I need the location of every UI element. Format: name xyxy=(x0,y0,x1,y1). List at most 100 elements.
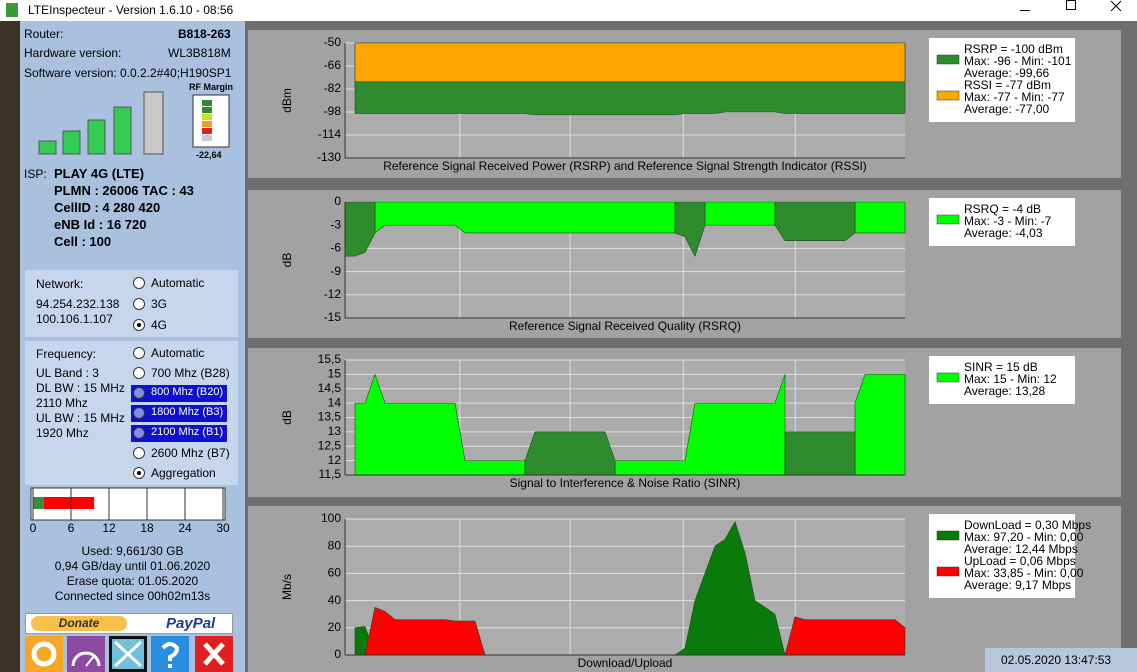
option-label[interactable]: Automatic xyxy=(151,276,205,290)
usage-line: 0,94 GB/day until 01.06.2020 xyxy=(54,559,211,573)
radio-button[interactable] xyxy=(133,427,145,439)
legend-stat: Max: -96 - Min: -101 xyxy=(964,54,1072,68)
series-area xyxy=(374,201,676,234)
option-highlight xyxy=(131,425,227,442)
legend-name: RSSI = -77 dBm xyxy=(964,78,1051,92)
radio-dot xyxy=(137,471,141,475)
y-axis-label: dB xyxy=(280,410,294,425)
legend-swatch xyxy=(936,54,960,65)
charts-area: -50 -66 -82 -98 -114 -130 Reference Signal Rec… xyxy=(248,30,1121,672)
help-button[interactable] xyxy=(151,636,189,672)
y-tick-label: 80 xyxy=(328,538,342,552)
desktop xyxy=(0,21,20,672)
y-tick-label: 11,5 xyxy=(319,467,342,481)
y-tick-label: 100 xyxy=(321,511,341,525)
option-label[interactable]: 800 Mhz (B20) xyxy=(151,386,224,398)
legend-stat: Average: 13,28 xyxy=(964,384,1046,398)
frequency-label: Frequency: xyxy=(36,347,97,361)
usage-line: Connected since 00h02m13s xyxy=(54,589,211,603)
usage-tick-label: 24 xyxy=(178,521,192,535)
router-value: B818-263 xyxy=(178,27,231,41)
option-label[interactable]: 3G xyxy=(151,297,168,311)
chart-title: Reference Signal Received Power (RSRP) a… xyxy=(383,159,867,173)
option-label[interactable]: 4G xyxy=(151,318,168,332)
network-label: Network: xyxy=(36,277,84,291)
close-app-button[interactable] xyxy=(195,636,233,672)
y-tick-label: 20 xyxy=(328,620,342,634)
legend-stat: Max: -3 - Min: -7 xyxy=(964,214,1052,228)
ip-address: 100.106.1.107 xyxy=(36,312,113,326)
rf-margin-label: RF Margin xyxy=(189,82,233,92)
frequency-info: UL Band : 3 xyxy=(36,366,99,380)
radio-button[interactable] xyxy=(133,298,145,310)
y-tick-label: 15,5 xyxy=(318,352,342,366)
y-tick-label: 14,5 xyxy=(318,381,342,395)
y-tick-label: -3 xyxy=(330,217,341,231)
y-axis-label: dB xyxy=(280,253,294,268)
hardware-value: WL3B818M xyxy=(168,46,231,60)
option-label[interactable]: Automatic xyxy=(151,346,205,360)
y-tick-label: -98 xyxy=(324,104,342,118)
title-bar: LTEInspecteur - Version 1.6.10 - 08:56 xyxy=(0,0,1137,21)
legend-name: SINR = 15 dB xyxy=(964,360,1038,374)
legend-stat: Average: -99,66 xyxy=(964,66,1049,80)
minimize-button[interactable] xyxy=(1020,10,1030,11)
y-tick-label: 40 xyxy=(328,593,342,607)
legend-swatch xyxy=(936,530,960,541)
isp-line: CellID : 4 280 420 xyxy=(54,200,161,215)
option-label[interactable]: 2600 Mhz (B7) xyxy=(151,446,230,460)
frequency-info: 1920 Mhz xyxy=(36,426,89,440)
usage-tick-label: 0 xyxy=(30,521,37,535)
y-tick-label: -15 xyxy=(324,310,342,324)
radio-button[interactable] xyxy=(133,347,145,359)
legend xyxy=(929,514,1075,598)
software-value: 0.0.2.2#40;H190SP1 xyxy=(120,66,232,80)
settings-button[interactable] xyxy=(25,636,63,672)
radio-button[interactable] xyxy=(133,387,145,399)
legend-stat: Average: -77,00 xyxy=(964,102,1049,116)
option-label[interactable]: 700 Mhz (B28) xyxy=(151,366,230,380)
y-tick-label: -66 xyxy=(324,58,342,72)
usage-tick-label: 30 xyxy=(216,521,230,535)
option-highlight xyxy=(131,385,227,402)
y-tick-label: -6 xyxy=(330,241,341,255)
radio-button[interactable] xyxy=(133,277,145,289)
legend-stat: Max: 33,85 - Min: 0,00 xyxy=(964,566,1084,580)
radio-button[interactable] xyxy=(133,367,145,379)
option-label[interactable]: Aggregation xyxy=(151,466,216,480)
chart-title: Reference Signal Received Quality (RSRQ) xyxy=(509,319,741,333)
close-button[interactable] xyxy=(1110,0,1122,12)
series-area xyxy=(854,201,906,234)
status-time: 02.05.2020 13:47:53 xyxy=(1001,653,1112,667)
rf-margin-gauge xyxy=(192,94,230,148)
chart-title: Download/Upload xyxy=(578,656,673,670)
y-tick-label: 13,5 xyxy=(318,410,342,424)
fullscreen-button[interactable] xyxy=(109,636,147,672)
legend xyxy=(929,38,1075,122)
option-highlight xyxy=(131,405,227,422)
status-bar xyxy=(985,648,1137,672)
series-area xyxy=(354,373,526,476)
y-tick-label: -12 xyxy=(324,287,342,301)
legend-stat: Average: 12,44 Mbps xyxy=(964,542,1078,556)
speed-button[interactable] xyxy=(67,636,105,672)
isp-line: PLAY 4G (LTE) xyxy=(54,166,145,181)
isp-line: eNB Id : 16 720 xyxy=(54,217,147,232)
option-label[interactable]: 1800 Mhz (B3) xyxy=(151,406,224,418)
series-area xyxy=(614,374,786,476)
software-label: Software version: xyxy=(24,66,117,80)
radio-button[interactable] xyxy=(133,447,145,459)
option-label[interactable]: 2100 Mhz (B1) xyxy=(151,426,224,438)
y-tick-label: -50 xyxy=(324,35,342,49)
usage-tick-label: 18 xyxy=(140,521,154,535)
frequency-info: DL BW : 15 MHz xyxy=(36,381,125,395)
y-tick-label: 0 xyxy=(334,647,341,661)
y-tick-label: -82 xyxy=(324,81,342,95)
toolbar xyxy=(25,636,233,672)
legend-swatch xyxy=(936,214,960,225)
radio-button[interactable] xyxy=(133,407,145,419)
donate-button[interactable]: Donate PayPal xyxy=(25,613,233,634)
ip-address: 94.254.232.138 xyxy=(36,297,120,311)
maximize-button[interactable] xyxy=(1066,0,1076,10)
radio-dot xyxy=(137,323,141,327)
